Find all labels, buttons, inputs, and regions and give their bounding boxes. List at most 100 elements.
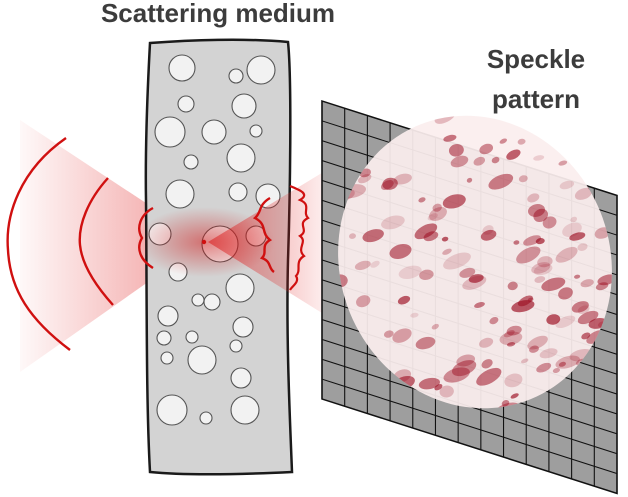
speckle-grain bbox=[506, 325, 522, 336]
speckle-grain bbox=[443, 367, 470, 383]
medium-label: Scattering medium bbox=[101, 0, 335, 28]
speckle-grain bbox=[389, 244, 412, 259]
speckle-grain bbox=[574, 187, 592, 200]
speckle-grain bbox=[539, 348, 558, 359]
speckle-grain bbox=[480, 229, 497, 241]
speckle-grain bbox=[442, 248, 452, 255]
speckle-grain bbox=[533, 155, 545, 161]
speckle-grain bbox=[427, 213, 438, 221]
speckle-grain bbox=[612, 128, 624, 139]
wavefront-outer bbox=[6, 137, 71, 351]
speckle-grain bbox=[523, 235, 542, 246]
speckle-grain bbox=[381, 215, 405, 230]
speckle-grain bbox=[397, 295, 411, 305]
speckle-grain bbox=[398, 265, 422, 279]
speckle-grain bbox=[507, 281, 518, 291]
speckle-grain bbox=[603, 129, 611, 136]
speckle-grain bbox=[432, 203, 442, 212]
speckle-grain bbox=[529, 345, 539, 353]
speckle-grain bbox=[517, 295, 533, 307]
speckle-grain bbox=[595, 282, 609, 291]
speckle-grain bbox=[571, 301, 589, 313]
speckle-grain bbox=[577, 141, 592, 151]
speckle-grain bbox=[597, 111, 619, 125]
speckle-grain bbox=[506, 342, 516, 347]
scatterer-particle bbox=[229, 339, 243, 353]
scatterer-particle bbox=[225, 273, 255, 303]
speckle-grain bbox=[392, 328, 412, 343]
speckle-grain bbox=[461, 107, 469, 114]
speckle-grain bbox=[555, 355, 580, 369]
speckle-grain bbox=[489, 316, 499, 325]
speckle-grain bbox=[513, 240, 520, 245]
speckle-grain bbox=[419, 269, 434, 281]
speckle-grain bbox=[418, 377, 440, 390]
speckle-grain bbox=[555, 315, 576, 329]
speckle-grain bbox=[594, 227, 611, 239]
speckle-grain bbox=[535, 238, 545, 245]
scatterer-particle bbox=[249, 124, 263, 138]
speckle-grain bbox=[577, 305, 590, 314]
speckle-grain bbox=[516, 246, 541, 264]
speckle-grain bbox=[562, 222, 582, 238]
speckle-grain bbox=[415, 336, 436, 350]
speckle-grain bbox=[577, 146, 590, 156]
scatterer-particle bbox=[228, 182, 248, 202]
speckle-grain bbox=[439, 385, 454, 398]
speckle-grain bbox=[479, 143, 494, 155]
speckle-grain bbox=[393, 173, 412, 185]
scatterer-particle bbox=[226, 143, 256, 173]
focal-point bbox=[201, 239, 207, 245]
speckle-grain bbox=[506, 149, 521, 160]
speckle-grain bbox=[534, 276, 546, 283]
speckle-grain bbox=[531, 262, 551, 274]
speckle-grain bbox=[580, 279, 594, 288]
speckle-grain bbox=[488, 173, 514, 190]
speckle-grain bbox=[537, 256, 553, 268]
speckle-grain bbox=[527, 335, 548, 350]
speckle-grain bbox=[558, 287, 573, 300]
speckle-grain bbox=[598, 124, 607, 132]
speckle-grain bbox=[574, 274, 581, 279]
speckle-grain bbox=[587, 122, 600, 132]
speckle-grain bbox=[473, 156, 486, 166]
speckle-grain bbox=[491, 156, 500, 164]
scatterer-particle bbox=[232, 316, 254, 338]
speckle-grain bbox=[510, 393, 519, 399]
speckle-grain bbox=[479, 337, 494, 348]
scatterer-particle bbox=[199, 411, 213, 425]
speckle-grain bbox=[611, 170, 618, 176]
speckle-grain bbox=[614, 119, 623, 125]
scatterer-particle bbox=[157, 305, 179, 327]
speckle-grain bbox=[382, 177, 398, 190]
scatterer-particle bbox=[168, 54, 196, 82]
speckle-grain bbox=[518, 175, 528, 183]
speckle-grain bbox=[431, 323, 439, 330]
speckle-grain bbox=[555, 246, 578, 263]
speckle-grain bbox=[583, 120, 602, 133]
speckle-grain bbox=[451, 360, 477, 377]
speckle-grain bbox=[542, 216, 557, 229]
speckle-grain bbox=[570, 216, 578, 223]
speckle-grain bbox=[481, 359, 493, 369]
speckle-grain bbox=[358, 174, 372, 184]
speckle-grain bbox=[414, 223, 438, 240]
scatterer-particle bbox=[187, 345, 217, 375]
speckle-grain bbox=[441, 236, 449, 242]
scatterer-particle bbox=[165, 179, 195, 209]
speckle-grain bbox=[442, 194, 466, 209]
speckle-grain bbox=[501, 400, 510, 407]
speckle-grain bbox=[577, 243, 588, 251]
speckle-grain bbox=[533, 208, 549, 223]
scatterer-particle bbox=[230, 395, 260, 425]
wavefront-inner bbox=[78, 177, 114, 306]
speckle-grain bbox=[528, 204, 545, 217]
scatterer-particle bbox=[160, 351, 174, 365]
speckle-grain bbox=[569, 232, 586, 241]
scatterer-particle bbox=[177, 95, 195, 113]
speckled-wavefront bbox=[289, 184, 310, 291]
speckle-grain bbox=[349, 233, 356, 239]
speckle-grain bbox=[443, 252, 471, 270]
scatterer-particle bbox=[185, 330, 199, 344]
